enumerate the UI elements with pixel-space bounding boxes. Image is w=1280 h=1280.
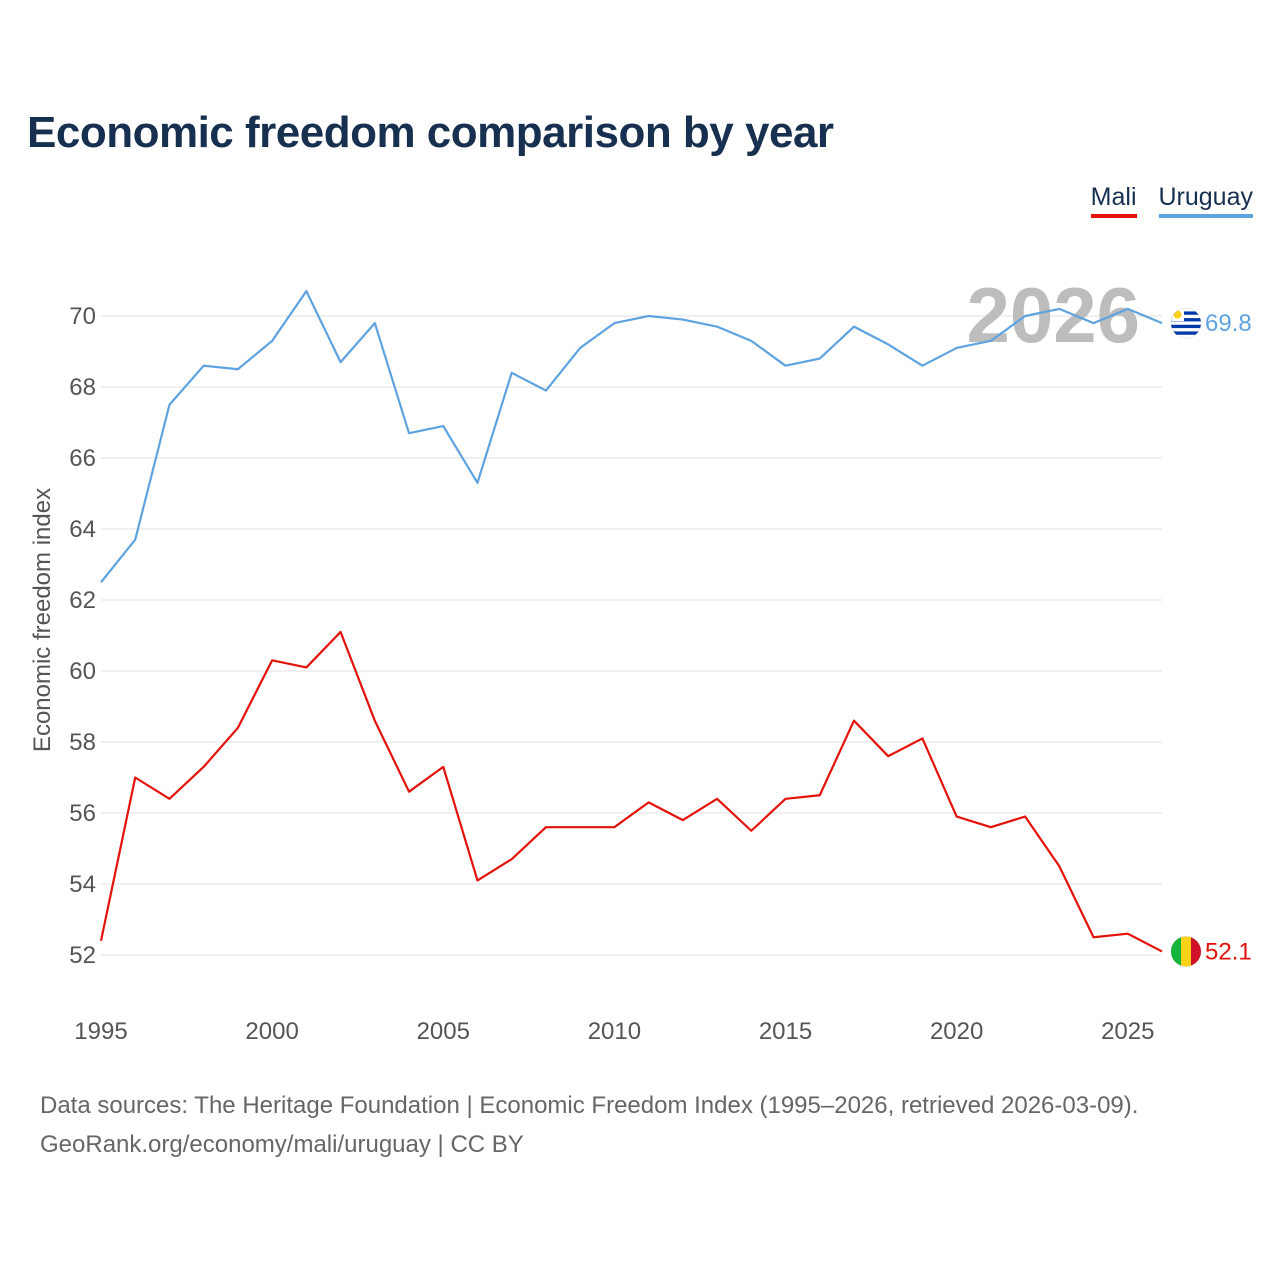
mali-flag-icon xyxy=(1170,935,1202,967)
y-tick-label: 64 xyxy=(69,516,96,543)
y-tick-label: 60 xyxy=(69,658,96,685)
y-tick-label: 54 xyxy=(69,871,96,898)
y-tick-label: 70 xyxy=(69,303,96,330)
x-tick-label: 2025 xyxy=(1101,1018,1154,1045)
y-tick-label: 56 xyxy=(69,800,96,827)
x-tick-label: 2000 xyxy=(245,1018,298,1045)
y-tick-label: 68 xyxy=(69,374,96,401)
source-note: Data sources: The Heritage Foundation | … xyxy=(40,1086,1138,1164)
series-line-mali[interactable] xyxy=(99,630,1163,953)
source-line-2: GeoRank.org/economy/mali/uruguay | CC BY xyxy=(40,1131,524,1158)
legend-item-mali[interactable]: Mali xyxy=(1090,183,1137,218)
y-axis-label: Economic freedom index xyxy=(29,488,56,752)
x-axis-ticks: 1995 2000 2005 2010 2015 2020 2025 xyxy=(74,1018,1154,1045)
y-tick-label: 62 xyxy=(69,587,96,614)
x-tick-label: 2020 xyxy=(930,1018,983,1045)
x-tick-label: 2005 xyxy=(417,1018,470,1045)
legend: Mali Uruguay xyxy=(1090,183,1253,218)
end-value-label-uruguay: 69.8 xyxy=(1205,310,1252,337)
legend-item-uruguay[interactable]: Uruguay xyxy=(1158,183,1253,218)
y-tick-label: 52 xyxy=(69,942,96,969)
x-tick-label: 2015 xyxy=(759,1018,812,1045)
source-line-1: Data sources: The Heritage Foundation | … xyxy=(40,1092,1139,1119)
y-tick-label: 58 xyxy=(69,729,96,756)
x-tick-label: 2010 xyxy=(588,1018,641,1045)
series-lines xyxy=(99,290,1163,953)
y-axis-ticks: 52 54 56 58 60 62 64 66 68 70 xyxy=(69,303,96,969)
series-line-uruguay[interactable] xyxy=(100,290,1163,583)
end-labels: 52.1 69.8 xyxy=(1170,307,1252,967)
y-tick-label: 66 xyxy=(69,445,96,472)
chart-title: Economic freedom comparison by year xyxy=(27,108,834,157)
grid-lines xyxy=(101,315,1162,956)
uruguay-flag-icon xyxy=(1170,307,1202,339)
x-tick-label: 1995 xyxy=(74,1018,127,1045)
end-value-label-mali: 52.1 xyxy=(1205,938,1252,965)
